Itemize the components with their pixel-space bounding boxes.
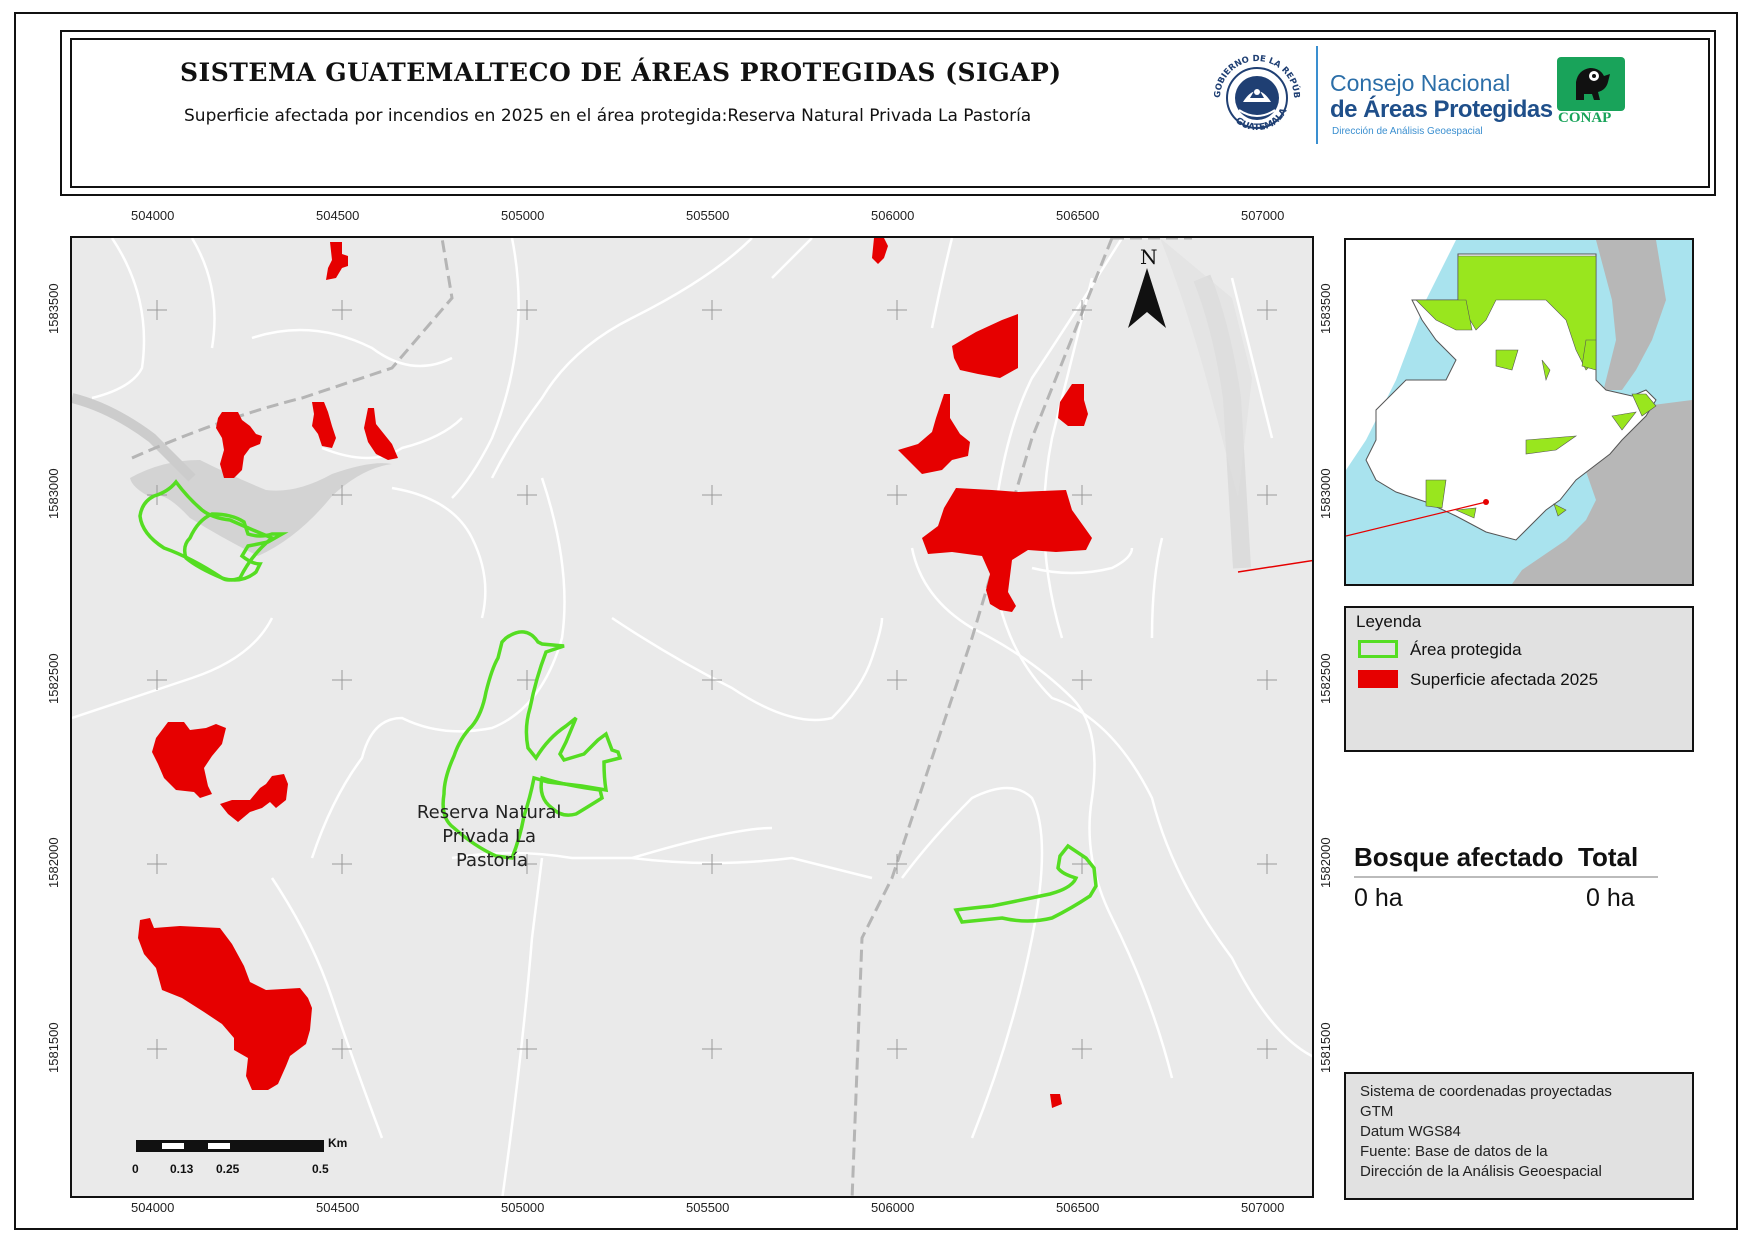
y-tick-label: 1583500: [1318, 283, 1333, 334]
inset-map[interactable]: [1344, 238, 1694, 586]
x-tick-label: 505500: [686, 208, 730, 223]
burned-areas: [138, 238, 1092, 1108]
x-tick-label: 505000: [501, 1200, 545, 1215]
scale-label-2: 0.25: [216, 1162, 240, 1176]
y-tick-label: 1583000: [46, 468, 61, 519]
y-tick-label: 1583500: [46, 283, 61, 334]
locator-line: [1237, 559, 1312, 573]
y-tick-label: 1581500: [1318, 1022, 1333, 1073]
grid-crosses: [147, 300, 1277, 1059]
river-area: [130, 460, 392, 556]
x-tick-label: 506500: [1056, 1200, 1100, 1215]
x-tick-label: 505500: [686, 1200, 730, 1215]
legend-swatch-protected: [1358, 640, 1398, 658]
stats-header-forest: Bosque afectado: [1354, 842, 1564, 872]
stats-divider: [1354, 876, 1658, 878]
stats-header-total: Total: [1578, 842, 1639, 872]
conap-logo-icon: [1557, 57, 1625, 111]
protected-areas: [138, 479, 1098, 924]
x-tick-label: 504000: [131, 208, 175, 223]
info-line: Datum WGS84: [1360, 1123, 1461, 1140]
legend-label-burned: Superficie afectada 2025: [1410, 670, 1599, 689]
info-line: GTM: [1360, 1103, 1394, 1120]
page-subtitle: Superficie afectada por incendios en 202…: [184, 106, 1032, 126]
logo-divider: [1316, 46, 1318, 144]
area-label-line-3: Pastoría: [456, 850, 528, 871]
y-tick-label: 1581500: [46, 1022, 61, 1073]
y-tick-label: 1583000: [1318, 468, 1333, 519]
x-tick-label: 504500: [316, 208, 360, 223]
roads: [72, 238, 1312, 1196]
stats-value-total: 0 ha: [1586, 884, 1635, 912]
x-tick-label: 507000: [1241, 208, 1285, 223]
scale-unit: Km: [328, 1136, 348, 1150]
legend-title: Leyenda: [1356, 612, 1422, 631]
y-tick-label: 1582000: [1318, 837, 1333, 888]
inset-protected-areas: [1415, 255, 1657, 519]
info-line: Fuente: Base de datos de la: [1360, 1143, 1548, 1160]
map-canvas: N Reserva Natural Privada La Pastoría: [72, 238, 1312, 1196]
y-tick-label: 1582000: [46, 837, 61, 888]
logo-line-3: Dirección de Análisis Geoespacial: [1332, 126, 1483, 137]
inset-canvas: [1346, 240, 1692, 584]
stats-value-forest: 0 ha: [1354, 884, 1403, 912]
scale-label-0: 0: [132, 1162, 139, 1176]
logo-line-1: Consejo Nacional: [1330, 70, 1511, 96]
header-box: [70, 38, 1710, 188]
x-tick-label: 504500: [316, 1200, 360, 1215]
x-tick-label: 505000: [501, 208, 545, 223]
legend-swatch-burned: [1358, 670, 1398, 688]
svg-text:Reserva Natural Privada: Reserva Natural Privada La Pastoría: [417, 802, 567, 871]
header-frame: [60, 30, 1716, 196]
scale-label-3: 0.5: [312, 1162, 329, 1176]
area-label-line-2: Privada La: [442, 826, 536, 847]
page-title: SISTEMA GUATEMALTECO DE ÁREAS PROTEGIDAS…: [180, 58, 1062, 87]
info-panel: Sistema de coordenadas proyectadas GTM D…: [1344, 1072, 1694, 1200]
inset-mexico: [1346, 240, 1456, 470]
y-tick-label: 1582500: [1318, 653, 1333, 704]
scale-label-1: 0.13: [170, 1162, 194, 1176]
logo-line-2: de Áreas Protegidas: [1330, 96, 1553, 123]
guatemala-seal-icon: GOBIERNO DE LA REPÚBLICA GUATEMALA: [1204, 46, 1302, 133]
x-tick-label: 507000: [1241, 1200, 1285, 1215]
north-arrow-icon: [1128, 238, 1252, 498]
legend-panel: Leyenda Área protegida Superficie afecta…: [1344, 606, 1694, 752]
info-line: Dirección de la Análisis Geoespacial: [1360, 1163, 1602, 1180]
main-map[interactable]: N Reserva Natural Privada La Pastoría: [70, 236, 1314, 1198]
info-line: Sistema de coordenadas proyectadas: [1360, 1083, 1612, 1100]
north-label: N: [1140, 245, 1158, 269]
conap-label: CONAP: [1558, 110, 1612, 126]
river-channel: [72, 393, 196, 482]
scale-bar-graphic: [136, 1140, 324, 1152]
y-tick-label: 1582500: [46, 653, 61, 704]
legend-label-protected: Área protegida: [1410, 640, 1522, 659]
area-label-line-1: Reserva Natural: [417, 802, 561, 823]
x-tick-label: 506000: [871, 1200, 915, 1215]
x-tick-label: 504000: [131, 1200, 175, 1215]
page-frame: [14, 12, 1738, 1230]
x-tick-label: 506000: [871, 208, 915, 223]
inset-locator-line: [1346, 501, 1487, 537]
x-tick-label: 506500: [1056, 208, 1100, 223]
